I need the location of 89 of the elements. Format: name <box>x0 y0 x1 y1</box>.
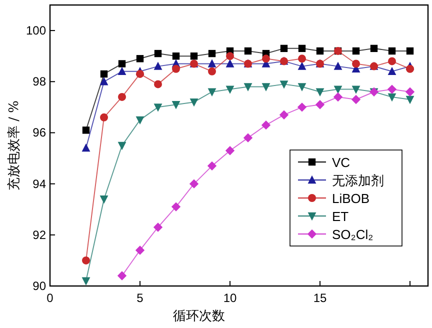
point <box>118 60 126 68</box>
point <box>279 110 289 120</box>
point <box>387 84 397 94</box>
point <box>136 55 144 62</box>
point <box>190 98 198 107</box>
point <box>351 94 361 104</box>
point <box>333 92 343 102</box>
point <box>388 57 396 66</box>
point <box>405 87 415 96</box>
point <box>243 133 253 142</box>
point <box>298 62 306 70</box>
point <box>244 47 252 55</box>
point <box>82 256 90 264</box>
point <box>118 92 126 101</box>
point <box>388 93 396 102</box>
point <box>352 47 360 55</box>
legend-label: ET <box>332 209 349 224</box>
point <box>352 60 360 68</box>
point <box>190 52 198 60</box>
point <box>244 83 252 92</box>
point <box>297 102 307 112</box>
x-tick-label: 10 <box>223 291 237 305</box>
point <box>226 59 234 68</box>
point <box>135 246 145 255</box>
point <box>298 54 306 63</box>
point <box>316 88 324 96</box>
point <box>154 80 162 88</box>
point <box>208 67 216 76</box>
point <box>118 66 126 76</box>
x-tick-label: 15 <box>313 291 327 305</box>
y-tick-label: 100 <box>26 24 46 38</box>
point <box>225 146 235 156</box>
x-tick-label: 0 <box>46 291 54 305</box>
point <box>226 86 234 94</box>
x-tick-label: 5 <box>136 291 144 305</box>
point <box>298 83 306 92</box>
point <box>226 52 234 60</box>
point <box>172 52 180 60</box>
point <box>136 116 144 125</box>
point <box>316 47 324 55</box>
legend-label: VC <box>332 155 350 170</box>
point <box>352 86 360 94</box>
point <box>315 100 325 110</box>
point <box>172 101 180 110</box>
x-axis-title: 循环次数 <box>173 309 225 324</box>
point <box>280 80 288 89</box>
point <box>334 62 342 70</box>
point <box>189 179 199 188</box>
point <box>406 47 414 55</box>
y-tick-label: 98 <box>32 74 46 89</box>
point <box>154 62 162 70</box>
point <box>298 44 306 52</box>
point <box>208 59 216 68</box>
point <box>153 222 163 232</box>
point <box>262 83 270 92</box>
y-tick-label: 96 <box>32 126 46 140</box>
point <box>388 47 396 55</box>
point <box>100 77 108 86</box>
point <box>280 44 288 52</box>
point <box>100 70 108 78</box>
point <box>117 271 127 280</box>
legend-label: LiBOB <box>332 191 370 206</box>
point <box>207 161 217 171</box>
point <box>100 196 108 204</box>
legend-label: SO₂Cl₂ <box>332 227 374 242</box>
point <box>208 88 216 96</box>
point <box>82 126 90 134</box>
y-tick-label: 92 <box>32 228 46 242</box>
point <box>100 113 108 122</box>
point <box>136 70 144 78</box>
legend-label: 无添加剂 <box>332 173 384 188</box>
point <box>334 86 342 94</box>
y-axis-title: 充放电效率 / % <box>6 100 22 190</box>
y-tick-label: 90 <box>32 279 46 293</box>
point <box>82 277 90 286</box>
point <box>261 120 271 130</box>
point <box>171 202 181 212</box>
point <box>406 64 414 73</box>
point <box>172 64 180 73</box>
y-tick-label: 94 <box>32 176 46 191</box>
point <box>370 44 378 52</box>
point <box>388 66 396 76</box>
point <box>208 50 216 58</box>
point <box>118 142 126 150</box>
point <box>82 143 90 152</box>
point <box>154 104 162 112</box>
point <box>406 96 414 104</box>
point <box>154 50 162 58</box>
point <box>262 54 270 63</box>
